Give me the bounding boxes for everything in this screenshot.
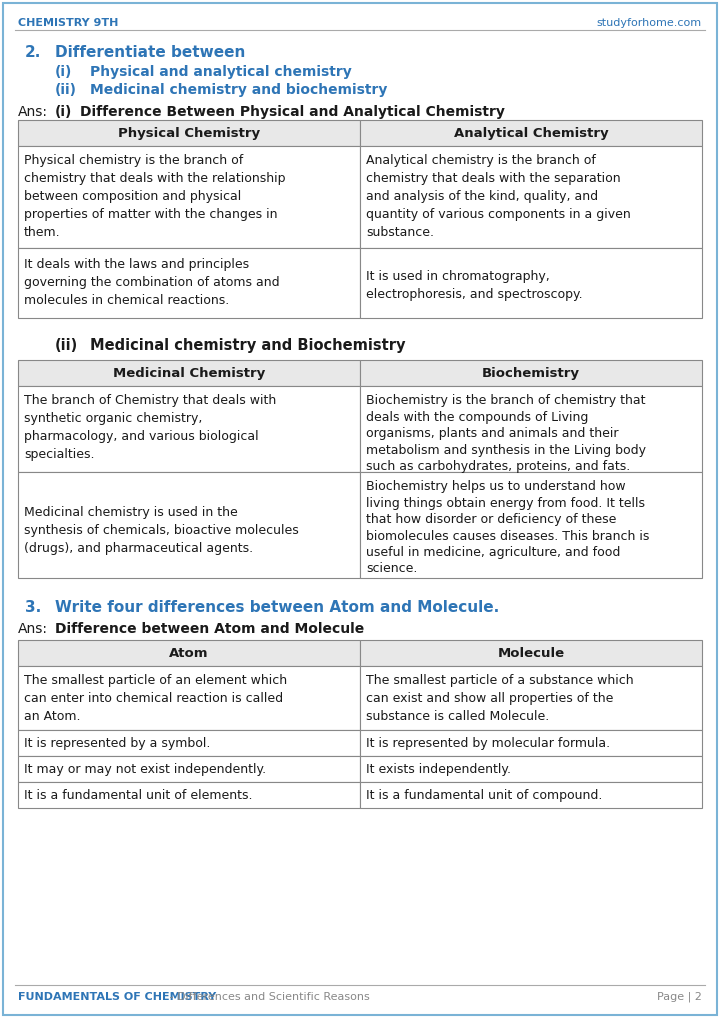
Bar [18,640,360,666]
Text: It is represented by molecular formula.: It is represented by molecular formula. [366,737,610,750]
Bar [360,640,702,666]
Text: between composition and physical: between composition and physical [24,190,241,203]
Text: organisms, plants and animals and their: organisms, plants and animals and their [366,427,618,440]
Text: 2.: 2. [25,45,41,60]
Text: - Differences and Scientific Reasons: - Differences and Scientific Reasons [166,992,370,1002]
Text: metabolism and synthesis in the Living body: metabolism and synthesis in the Living b… [366,444,646,456]
Text: living things obtain energy from food. It tells: living things obtain energy from food. I… [366,497,645,509]
Text: Biochemistry helps us to understand how: Biochemistry helps us to understand how [366,480,626,493]
Text: It is a fundamental unit of elements.: It is a fundamental unit of elements. [24,789,253,802]
Text: governing the combination of atoms and: governing the combination of atoms and [24,276,279,289]
Bar [18,782,360,808]
Text: Difference between Atom and Molecule: Difference between Atom and Molecule [55,622,364,636]
Text: (drugs), and pharmaceutical agents.: (drugs), and pharmaceutical agents. [24,542,253,555]
Text: Biochemistry is the branch of chemistry that: Biochemistry is the branch of chemistry … [366,394,646,407]
Text: deals with the compounds of Living: deals with the compounds of Living [366,410,588,423]
Bar [360,472,702,578]
Text: The smallest particle of an element which: The smallest particle of an element whic… [24,674,287,687]
Text: Medicinal chemistry is used in the: Medicinal chemistry is used in the [24,506,238,519]
Bar [360,666,702,730]
Text: Medicinal chemistry and Biochemistry: Medicinal chemistry and Biochemistry [90,338,405,353]
Text: molecules in chemical reactions.: molecules in chemical reactions. [24,294,229,307]
Text: Ans:: Ans: [18,105,48,119]
Text: such as carbohydrates, proteins, and fats.: such as carbohydrates, proteins, and fat… [366,460,630,473]
Bar [18,248,360,318]
Text: Analytical chemistry is the branch of: Analytical chemistry is the branch of [366,154,596,167]
Text: Physical chemistry is the branch of: Physical chemistry is the branch of [24,154,243,167]
Text: electrophoresis, and spectroscopy.: electrophoresis, and spectroscopy. [366,288,582,301]
Text: quantity of various components in a given: quantity of various components in a give… [366,208,631,221]
Text: an Atom.: an Atom. [24,710,81,723]
Bar [360,248,702,318]
Text: It is a fundamental unit of compound.: It is a fundamental unit of compound. [366,789,603,802]
Bar [360,386,702,472]
Text: It is used in chromatography,: It is used in chromatography, [366,270,550,283]
Bar [18,360,360,386]
Text: 3.: 3. [25,600,41,615]
Bar [360,120,702,146]
Text: that how disorder or deficiency of these: that how disorder or deficiency of these [366,513,616,526]
Text: (ii): (ii) [55,338,78,353]
Text: Analytical Chemistry: Analytical Chemistry [454,127,608,140]
Text: Write four differences between Atom and Molecule.: Write four differences between Atom and … [55,600,499,615]
Text: CHEMISTRY 9TH: CHEMISTRY 9TH [18,18,118,29]
Text: chemistry that deals with the separation: chemistry that deals with the separation [366,172,621,185]
Bar [360,756,702,782]
Text: and analysis of the kind, quality, and: and analysis of the kind, quality, and [366,190,598,203]
Text: pharmacology, and various biological: pharmacology, and various biological [24,430,258,443]
Text: Biochemistry: Biochemistry [482,367,580,380]
Text: them.: them. [24,226,60,239]
Text: useful in medicine, agriculture, and food: useful in medicine, agriculture, and foo… [366,546,621,559]
Bar [18,146,360,248]
Text: can exist and show all properties of the: can exist and show all properties of the [366,692,613,705]
Bar [360,782,702,808]
Text: Medicinal chemistry and biochemistry: Medicinal chemistry and biochemistry [90,83,387,97]
Text: Ans:: Ans: [18,622,48,636]
Text: Differentiate between: Differentiate between [55,45,246,60]
Bar [360,360,702,386]
Text: substance is called Molecule.: substance is called Molecule. [366,710,549,723]
Text: (i): (i) [55,65,73,79]
Text: (ii): (ii) [55,83,77,97]
Bar [360,730,702,756]
Text: The smallest particle of a substance which: The smallest particle of a substance whi… [366,674,634,687]
Bar [18,756,360,782]
Text: specialties.: specialties. [24,448,94,461]
Text: science.: science. [366,563,418,575]
Text: Page | 2: Page | 2 [657,992,702,1003]
Bar [18,666,360,730]
Text: Medicinal Chemistry: Medicinal Chemistry [113,367,265,380]
Text: synthetic organic chemistry,: synthetic organic chemistry, [24,412,202,425]
Text: It is represented by a symbol.: It is represented by a symbol. [24,737,210,750]
Text: substance.: substance. [366,226,434,239]
Text: Molecule: Molecule [498,647,564,660]
Text: Physical and analytical chemistry: Physical and analytical chemistry [90,65,352,79]
Text: Atom: Atom [169,647,209,660]
Text: properties of matter with the changes in: properties of matter with the changes in [24,208,277,221]
Text: It exists independently.: It exists independently. [366,764,511,776]
Text: can enter into chemical reaction is called: can enter into chemical reaction is call… [24,692,283,705]
Text: biomolecules causes diseases. This branch is: biomolecules causes diseases. This branc… [366,529,649,543]
Bar [18,120,360,146]
Text: studyforhome.com: studyforhome.com [597,18,702,29]
Bar [18,386,360,472]
Text: The branch of Chemistry that deals with: The branch of Chemistry that deals with [24,394,276,407]
Text: synthesis of chemicals, bioactive molecules: synthesis of chemicals, bioactive molecu… [24,524,299,538]
Text: FUNDAMENTALS OF CHEMISTRY: FUNDAMENTALS OF CHEMISTRY [18,992,216,1002]
Text: It deals with the laws and principles: It deals with the laws and principles [24,258,249,271]
Text: Difference Between Physical and Analytical Chemistry: Difference Between Physical and Analytic… [80,105,505,119]
Text: chemistry that deals with the relationship: chemistry that deals with the relationsh… [24,172,286,185]
Text: (i): (i) [55,105,73,119]
Bar [18,730,360,756]
Text: Physical Chemistry: Physical Chemistry [118,127,260,140]
Text: It may or may not exist independently.: It may or may not exist independently. [24,764,266,776]
Bar [360,146,702,248]
Bar [18,472,360,578]
